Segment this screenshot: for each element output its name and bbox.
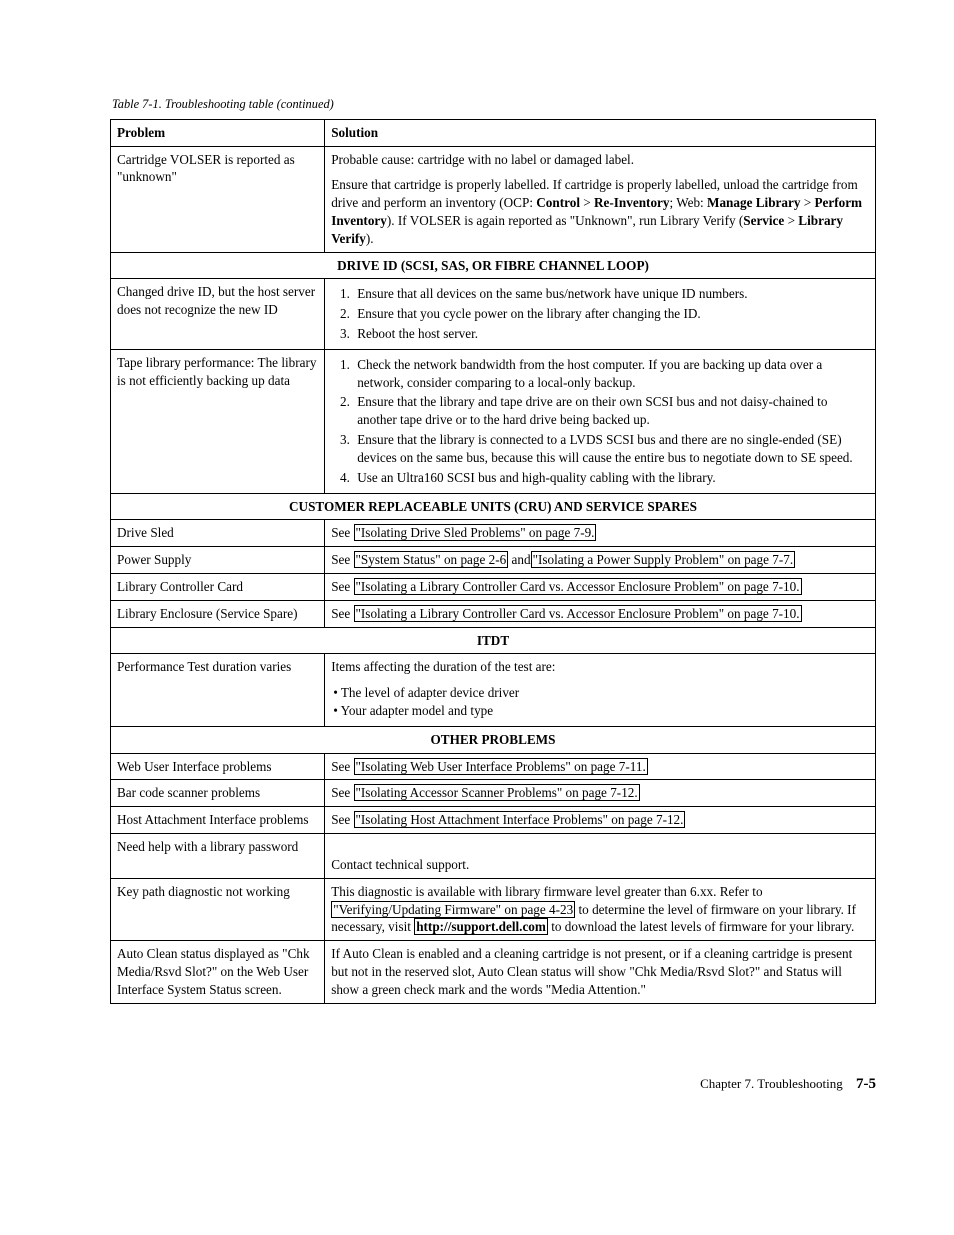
list-item: Ensure that all devices on the same bus/… bbox=[353, 285, 869, 303]
list-item: Ensure that you cycle power on the libra… bbox=[353, 305, 869, 323]
col-solution: Solution bbox=[325, 119, 876, 146]
chapter-label: Chapter 7. Troubleshooting bbox=[700, 1076, 843, 1091]
cross-reference-link[interactable]: "Isolating a Power Supply Problem" on pa… bbox=[531, 551, 796, 568]
table-caption: Table 7-1. Troubleshooting table (contin… bbox=[112, 96, 876, 113]
solution-cell: Ensure that all devices on the same bus/… bbox=[325, 279, 876, 349]
problem-cell: Tape library performance: The library is… bbox=[111, 349, 325, 493]
table-row: Drive Sled See "Isolating Drive Sled Pro… bbox=[111, 520, 876, 547]
list-item: Check the network bandwidth from the hos… bbox=[353, 356, 869, 392]
solution-cell: See "Isolating Host Attachment Interface… bbox=[325, 807, 876, 834]
table-row: Auto Clean status displayed as "Chk Medi… bbox=[111, 941, 876, 1003]
table-row: Library Enclosure (Service Spare) See "I… bbox=[111, 600, 876, 627]
table-row: Performance Test duration varies Items a… bbox=[111, 654, 876, 726]
page-number: 7-5 bbox=[856, 1076, 876, 1092]
table-row: Changed drive ID, but the host server do… bbox=[111, 279, 876, 349]
cross-reference-link[interactable]: "System Status" on page 2-6 bbox=[354, 551, 509, 568]
problem-cell: Drive Sled bbox=[111, 520, 325, 547]
solution-cell: Check the network bandwidth from the hos… bbox=[325, 349, 876, 493]
table-row: Bar code scanner problems See "Isolating… bbox=[111, 780, 876, 807]
table-row: Library Controller Card See "Isolating a… bbox=[111, 573, 876, 600]
list-item: The level of adapter device driver bbox=[333, 684, 869, 702]
table-row: Key path diagnostic not working This dia… bbox=[111, 878, 876, 940]
solution-cell: See "Isolating a Library Controller Card… bbox=[325, 600, 876, 627]
table-row: Power Supply See "System Status" on page… bbox=[111, 547, 876, 574]
solution-cell: Probable cause: cartridge with no label … bbox=[325, 146, 876, 252]
page-footer: Chapter 7. Troubleshooting 7-5 bbox=[110, 1074, 876, 1094]
problem-cell: Library Controller Card bbox=[111, 573, 325, 600]
text: ). bbox=[366, 231, 374, 246]
text: See bbox=[331, 552, 353, 567]
text: > bbox=[784, 213, 798, 228]
text: http://support.dell.com bbox=[416, 919, 546, 934]
text: ; Web: bbox=[669, 195, 707, 210]
text: See bbox=[331, 812, 353, 827]
solution-text: Ensure that cartridge is properly labell… bbox=[331, 176, 869, 247]
solution-text: Contact technical support. bbox=[331, 857, 469, 872]
solution-cell: See "System Status" on page 2-6 and"Isol… bbox=[325, 547, 876, 574]
list-item: Ensure that the library and tape drive a… bbox=[353, 393, 869, 429]
text: and bbox=[508, 552, 530, 567]
text: > bbox=[800, 195, 814, 210]
problem-cell: Library Enclosure (Service Spare) bbox=[111, 600, 325, 627]
section-header: ITDT bbox=[111, 627, 876, 654]
section-header: DRIVE ID (SCSI, SAS, OR FIBRE CHANNEL LO… bbox=[111, 252, 876, 279]
cross-reference-link[interactable]: "Isolating Host Attachment Interface Pro… bbox=[354, 811, 686, 828]
section-header: OTHER PROBLEMS bbox=[111, 726, 876, 753]
solution-cell: Contact technical support. bbox=[325, 834, 876, 879]
problem-cell: Cartridge VOLSER is reported as "unknown… bbox=[111, 146, 325, 252]
cross-reference-link[interactable]: "Isolating Drive Sled Problems" on page … bbox=[354, 524, 597, 541]
table-row: Tape library performance: The library is… bbox=[111, 349, 876, 493]
solution-text: Items affecting the duration of the test… bbox=[331, 658, 869, 676]
text: See bbox=[331, 579, 353, 594]
list-item: Use an Ultra160 SCSI bus and high-qualit… bbox=[353, 469, 869, 487]
table-row: Host Attachment Interface problems See "… bbox=[111, 807, 876, 834]
problem-cell: Key path diagnostic not working bbox=[111, 878, 325, 940]
solution-cell: See "Isolating Web User Interface Proble… bbox=[325, 753, 876, 780]
solution-cell: This diagnostic is available with librar… bbox=[325, 878, 876, 940]
problem-cell: Need help with a library password bbox=[111, 834, 325, 879]
solution-text: Probable cause: cartridge with no label … bbox=[331, 151, 869, 169]
list-item: Your adapter model and type bbox=[333, 702, 869, 720]
problem-cell: Power Supply bbox=[111, 547, 325, 574]
text: Service bbox=[743, 213, 784, 228]
table-row: Web User Interface problems See "Isolati… bbox=[111, 753, 876, 780]
text: Control bbox=[536, 195, 580, 210]
problem-cell: Host Attachment Interface problems bbox=[111, 807, 325, 834]
problem-cell: Changed drive ID, but the host server do… bbox=[111, 279, 325, 349]
section-header: CUSTOMER REPLACEABLE UNITS (CRU) AND SER… bbox=[111, 493, 876, 520]
problem-cell: Web User Interface problems bbox=[111, 753, 325, 780]
text: See bbox=[331, 759, 353, 774]
text: to download the latest levels of firmwar… bbox=[548, 919, 854, 934]
solution-cell: See "Isolating a Library Controller Card… bbox=[325, 573, 876, 600]
troubleshooting-table: Problem Solution Cartridge VOLSER is rep… bbox=[110, 119, 876, 1004]
external-link[interactable]: http://support.dell.com bbox=[414, 918, 548, 935]
text: This diagnostic is available with librar… bbox=[331, 884, 762, 899]
table-row: Need help with a library password Contac… bbox=[111, 834, 876, 879]
solution-cell: Items affecting the duration of the test… bbox=[325, 654, 876, 726]
text: Re-Inventory bbox=[594, 195, 669, 210]
list-item: Ensure that the library is connected to … bbox=[353, 431, 869, 467]
text: ). If VOLSER is again reported as "Unkno… bbox=[387, 213, 743, 228]
cross-reference-link[interactable]: "Isolating a Library Controller Card vs.… bbox=[354, 578, 802, 595]
solution-cell: See "Isolating Accessor Scanner Problems… bbox=[325, 780, 876, 807]
cross-reference-link[interactable]: "Isolating Accessor Scanner Problems" on… bbox=[354, 784, 640, 801]
solution-cell: See "Isolating Drive Sled Problems" on p… bbox=[325, 520, 876, 547]
text: See bbox=[331, 785, 353, 800]
text: See bbox=[331, 525, 353, 540]
problem-cell: Auto Clean status displayed as "Chk Medi… bbox=[111, 941, 325, 1003]
cross-reference-link[interactable]: "Isolating a Library Controller Card vs.… bbox=[354, 605, 802, 622]
text: See bbox=[331, 606, 353, 621]
cross-reference-link[interactable]: "Isolating Web User Interface Problems" … bbox=[354, 758, 648, 775]
table-row: Cartridge VOLSER is reported as "unknown… bbox=[111, 146, 876, 252]
table-header-row: Problem Solution bbox=[111, 119, 876, 146]
text: > bbox=[580, 195, 594, 210]
problem-cell: Performance Test duration varies bbox=[111, 654, 325, 726]
problem-cell: Bar code scanner problems bbox=[111, 780, 325, 807]
text: Manage Library bbox=[707, 195, 800, 210]
col-problem: Problem bbox=[111, 119, 325, 146]
solution-cell: If Auto Clean is enabled and a cleaning … bbox=[325, 941, 876, 1003]
list-item: Reboot the host server. bbox=[353, 325, 869, 343]
cross-reference-link[interactable]: "Verifying/Updating Firmware" on page 4-… bbox=[331, 901, 575, 918]
